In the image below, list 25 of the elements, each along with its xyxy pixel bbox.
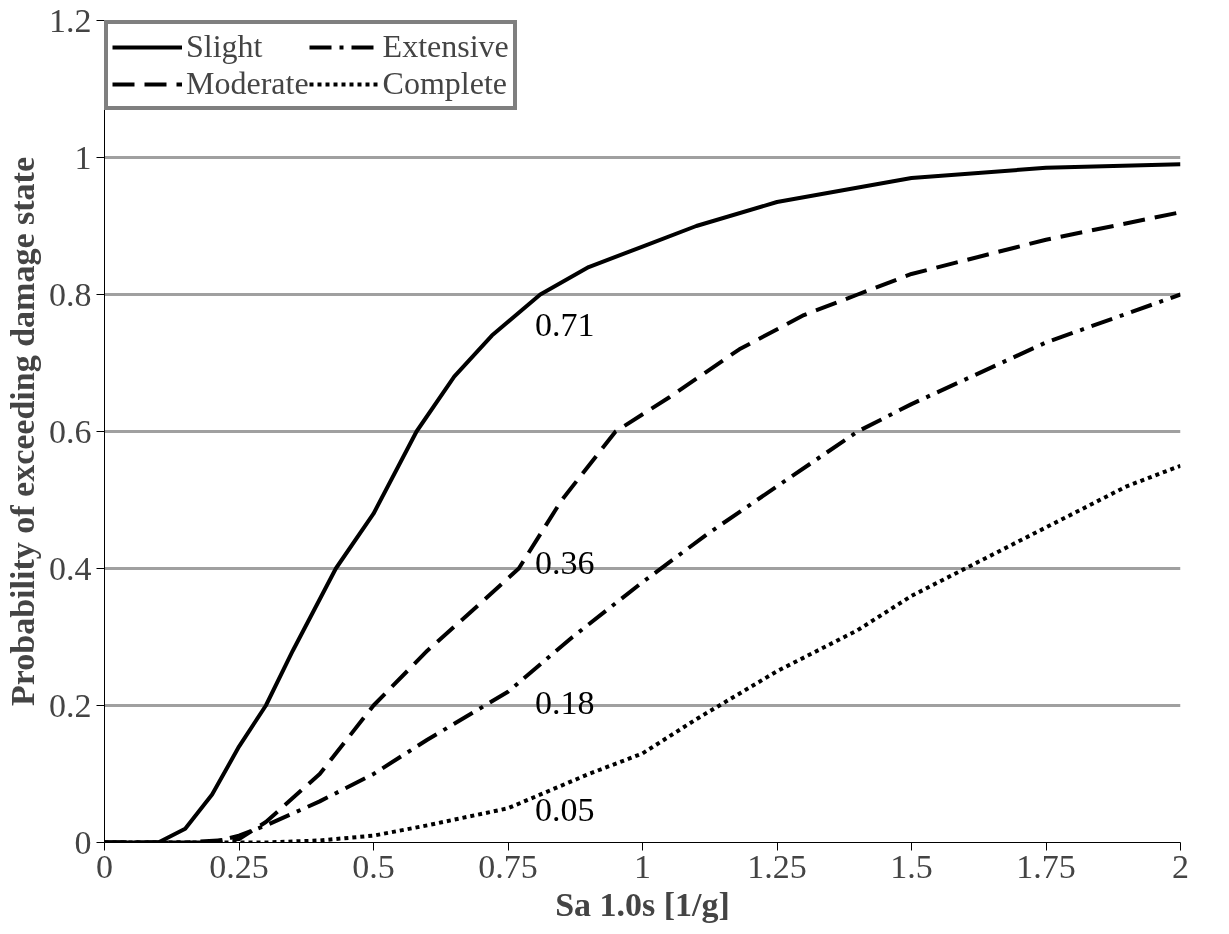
legend-label: Complete: [382, 65, 508, 102]
x-tick-label: 2: [1172, 847, 1189, 885]
legend-label: Slight: [186, 28, 263, 65]
annotation: 0.36: [534, 544, 595, 582]
y-axis-title: Probability of exceeding damage state: [4, 157, 41, 706]
x-tick-label: 1: [634, 847, 651, 885]
y-tick-label: 0.2: [49, 686, 92, 724]
legend-label: Moderate: [186, 65, 309, 102]
annotation: 0.18: [534, 683, 595, 721]
legend-label: Extensive: [382, 28, 509, 65]
x-axis-title: Sa 1.0s [1/g]: [555, 885, 730, 923]
annotation: 0.71: [534, 305, 595, 343]
x-tick-label: 1.75: [1016, 847, 1076, 885]
x-tick-label: 0.75: [478, 847, 538, 885]
y-tick-label: 1: [74, 138, 92, 176]
y-tick-label: 0.6: [49, 412, 92, 450]
y-tick-label: 1.2: [49, 1, 92, 39]
x-tick-label: 1.5: [890, 847, 933, 885]
y-tick-label: 0.8: [49, 275, 92, 313]
x-tick-label: 0.25: [209, 847, 269, 885]
y-tick-label: 0: [74, 823, 92, 861]
annotation: 0.05: [534, 790, 595, 828]
x-tick-label: 1.25: [747, 847, 807, 885]
y-tick-label: 0.4: [49, 549, 92, 587]
x-tick-label: 0.5: [352, 847, 395, 885]
